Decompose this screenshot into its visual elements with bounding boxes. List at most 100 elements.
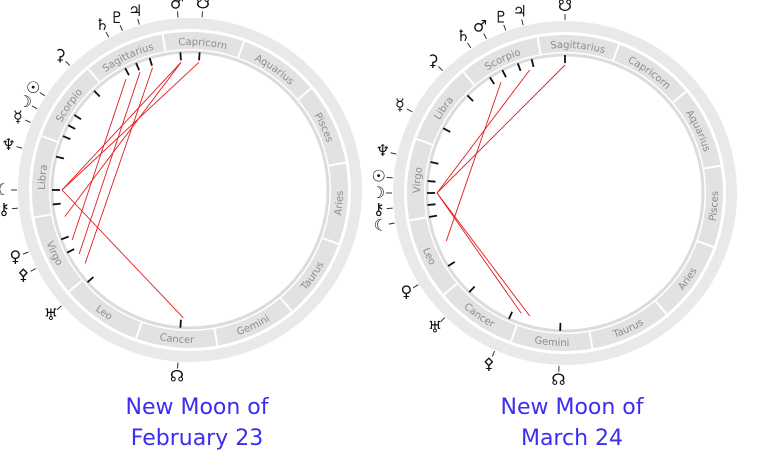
- planet-glyph-icon: ☿: [13, 107, 23, 126]
- planet-glyph-icon: ⚴: [483, 354, 495, 373]
- caption-line-1: New Moon of: [500, 395, 644, 420]
- planet-glyph-icon: ♅: [428, 318, 442, 337]
- planet-leader: [22, 251, 29, 255]
- planet-glyph-icon: ☉: [26, 78, 40, 97]
- outer-ring: [18, 18, 362, 362]
- planet-glyph-icon: ☽: [18, 92, 32, 111]
- planet-leader: [467, 42, 472, 49]
- sign-label-cancer: Cancer: [159, 332, 196, 346]
- sign-divider: [161, 34, 167, 52]
- aspect-line: [71, 79, 127, 241]
- planet-tick: [55, 155, 65, 160]
- planet-glyph-icon: ♃: [128, 1, 142, 20]
- planet-tick: [62, 135, 71, 141]
- planet-tick: [442, 127, 451, 133]
- planet-tick: [73, 114, 82, 120]
- planet-tick: [428, 214, 438, 218]
- planet-tick: [530, 58, 535, 68]
- aspect-line: [436, 192, 531, 317]
- planet-tick: [124, 67, 130, 76]
- planet-leader: [440, 317, 446, 323]
- planet-leader: [119, 25, 123, 31]
- sign-ring-inner-edge: [50, 50, 330, 330]
- planet-leader: [65, 60, 71, 66]
- planet-glyph-icon: ♄: [456, 26, 470, 45]
- planet-tick: [135, 62, 141, 71]
- outer-ring: [393, 21, 737, 365]
- planet-glyph-icon: ⚷: [373, 199, 385, 218]
- sign-divider: [697, 240, 714, 248]
- sign-label-virgo: Virgo: [412, 166, 425, 193]
- sign-divider: [654, 300, 668, 315]
- sign-divider: [68, 279, 83, 293]
- planet-glyph-icon: ⚳: [427, 51, 439, 70]
- planet-tick: [466, 94, 474, 102]
- planet-tick: [86, 276, 94, 284]
- sign-divider: [612, 44, 620, 61]
- planet-tick: [60, 235, 69, 241]
- planet-tick: [93, 90, 101, 98]
- planet-glyph-icon: ♇: [494, 7, 508, 26]
- sign-ring-inner-edge: [425, 53, 705, 333]
- sign-divider: [322, 237, 339, 245]
- planet-leader: [390, 152, 397, 155]
- sign-divider: [443, 282, 458, 296]
- sign-divider: [462, 71, 476, 86]
- planet-glyph-icon: ♆: [1, 135, 15, 154]
- sign-divider: [41, 135, 58, 143]
- planet-tick: [516, 63, 522, 72]
- sign-divider: [328, 161, 346, 167]
- planet-glyph-icon: ☾: [0, 180, 10, 199]
- planet-glyph-icon: ☽: [371, 183, 385, 202]
- planet-leader: [137, 18, 140, 25]
- planet-tick: [66, 248, 75, 254]
- planet-glyph-icon: ♇: [110, 8, 124, 27]
- planet-leader: [388, 222, 395, 225]
- planet-glyph-icon: ♆: [376, 141, 390, 160]
- planet-leader: [503, 24, 507, 31]
- sign-divider: [510, 325, 518, 342]
- planet-tick: [508, 311, 513, 320]
- sign-label-aries: Aries: [333, 191, 346, 217]
- planet-leader: [521, 19, 524, 26]
- planet-glyph-icon: ♂: [473, 16, 487, 35]
- caption-line-2: February 23: [130, 426, 264, 451]
- planet-glyph-icon: ♂: [170, 0, 184, 13]
- sign-divider: [34, 213, 52, 219]
- planet-glyph-icon: ☾: [374, 216, 388, 235]
- sign-divider: [409, 216, 427, 222]
- planet-leader: [11, 207, 18, 210]
- planet-glyph-icon: ♃: [513, 2, 527, 21]
- planet-leader: [491, 350, 496, 357]
- sign-divider: [237, 41, 245, 58]
- chart-wheel-2: TaurusGeminiCancerLeoVirgoLibraScorpioSa…: [371, 0, 737, 389]
- planet-tick: [67, 124, 76, 130]
- sign-divider: [588, 331, 594, 349]
- caption-line-1: New Moon of: [125, 395, 269, 420]
- planet-glyph-icon: ⚳: [54, 46, 66, 65]
- planet-tick: [489, 76, 495, 85]
- planet-leader: [25, 119, 31, 123]
- sign-divider: [135, 322, 143, 339]
- planet-tick: [148, 57, 153, 66]
- planet-tick: [198, 52, 201, 61]
- sign-divider: [672, 90, 687, 104]
- sign-ring: [407, 35, 723, 351]
- planet-tick: [447, 261, 456, 267]
- sign-ring: [32, 32, 348, 348]
- planet-leader: [56, 305, 62, 311]
- aspect-line: [61, 61, 200, 191]
- sign-label-pisces: Pisces: [707, 191, 721, 222]
- planet-leader: [406, 108, 413, 113]
- chart-caption-1: New Moon of February 23: [47, 392, 347, 454]
- sign-divider: [536, 37, 542, 55]
- planet-leader: [31, 105, 38, 110]
- sign-divider: [297, 87, 312, 101]
- planet-glyph-icon: ♀: [401, 282, 413, 301]
- aspect-line: [436, 64, 566, 194]
- aspect-line: [84, 67, 154, 264]
- sign-label-gemini: Gemini: [534, 335, 570, 349]
- chart-wheel-1: TaurusGeminiCancerLeoVirgoLibraScorpioSa…: [0, 0, 362, 386]
